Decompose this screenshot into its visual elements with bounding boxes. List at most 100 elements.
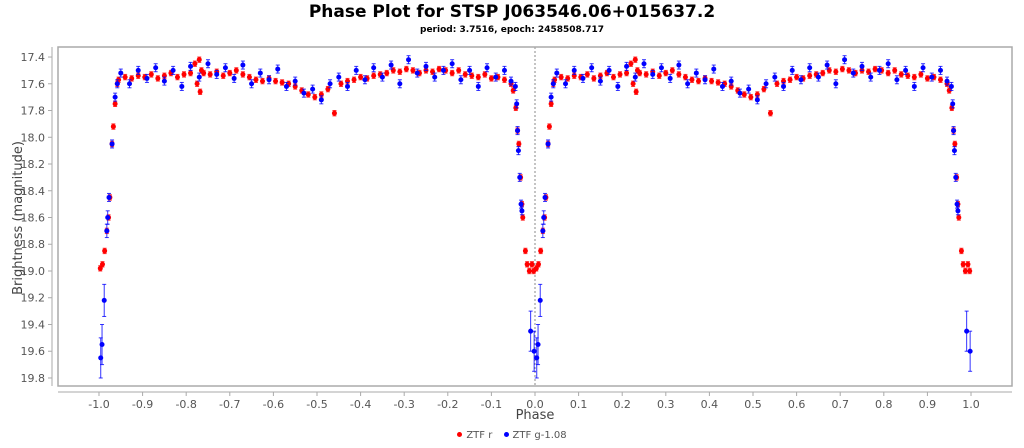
data-point-ztf-g <box>542 194 548 200</box>
data-point-ztf-r <box>960 261 966 267</box>
x-tick-label: 0.7 <box>831 398 849 411</box>
data-point-ztf-g <box>514 101 520 107</box>
data-point-ztf-r <box>965 261 971 267</box>
data-point-ztf-g <box>301 90 307 96</box>
data-point-ztf-r <box>584 71 590 77</box>
data-point-ztf-r <box>410 67 416 73</box>
data-point-ztf-r <box>546 124 552 130</box>
data-point-ztf-g <box>127 81 133 87</box>
data-point-ztf-r <box>558 74 564 80</box>
data-point-ztf-g <box>266 77 272 83</box>
data-point-ztf-g <box>789 67 795 73</box>
data-point-ztf-r <box>102 248 108 254</box>
data-point-ztf-g <box>911 83 917 89</box>
legend-label: ZTF g-1.08 <box>512 430 567 441</box>
data-point-ztf-g <box>719 83 725 89</box>
data-point-ztf-g <box>508 78 514 84</box>
data-point-ztf-r <box>456 67 462 73</box>
data-point-ztf-r <box>194 81 200 87</box>
data-point-ztf-g <box>964 328 970 334</box>
data-point-ztf-g <box>951 148 957 154</box>
y-tick-label: 18.0 <box>21 131 46 144</box>
data-point-ztf-r <box>188 70 194 76</box>
data-point-ztf-g <box>667 75 673 81</box>
data-point-ztf-r <box>846 67 852 73</box>
data-point-ztf-r <box>937 77 943 83</box>
data-point-ztf-g <box>798 77 804 83</box>
data-point-ztf-g <box>240 62 246 68</box>
data-point-ztf-g <box>563 81 569 87</box>
data-point-ztf-g <box>423 63 429 69</box>
data-point-ztf-r <box>110 124 116 130</box>
data-point-ztf-g <box>205 61 211 67</box>
data-point-ztf-g <box>105 215 111 221</box>
data-point-ztf-r <box>273 78 279 84</box>
data-point-ztf-g <box>929 74 935 80</box>
x-tick-label: 1.0 <box>962 398 980 411</box>
data-point-ztf-g <box>711 66 717 72</box>
data-point-ztf-r <box>669 67 675 73</box>
data-point-ztf-g <box>920 65 926 71</box>
data-point-ztf-r <box>207 71 213 77</box>
data-point-ztf-g <box>440 67 446 73</box>
data-point-ztf-g <box>951 128 957 134</box>
data-point-ztf-g <box>676 62 682 68</box>
data-point-ztf-g <box>327 81 333 87</box>
data-point-ztf-r <box>682 74 688 80</box>
data-point-ztf-g <box>702 77 708 83</box>
data-point-ztf-g <box>515 128 521 134</box>
data-point-ztf-r <box>526 268 532 274</box>
data-point-ztf-r <box>197 89 203 95</box>
data-point-ztf-r <box>656 73 662 79</box>
data-point-ztf-r <box>952 141 958 147</box>
data-point-ztf-g <box>728 78 734 84</box>
data-point-ztf-r <box>305 91 311 97</box>
data-point-ztf-g <box>954 201 960 207</box>
data-point-ztf-g <box>632 74 638 80</box>
y-tick-label: 19.6 <box>21 345 46 358</box>
x-tick-label: -0.3 <box>393 398 414 411</box>
x-tick-label: 0.9 <box>919 398 937 411</box>
data-point-ztf-g <box>292 78 298 84</box>
x-tick-label: 0.4 <box>701 398 719 411</box>
data-point-ztf-r <box>331 110 337 116</box>
data-point-ztf-r <box>956 215 962 221</box>
data-point-ztf-g <box>106 194 112 200</box>
data-point-ztf-g <box>537 297 543 303</box>
data-point-ztf-g <box>550 81 556 87</box>
data-point-ztf-g <box>685 81 691 87</box>
data-point-ztf-g <box>658 65 664 71</box>
data-point-ztf-r <box>524 261 530 267</box>
data-point-ztf-g <box>153 65 159 71</box>
data-point-ztf-r <box>122 74 128 80</box>
data-point-ztf-g <box>772 74 778 80</box>
data-point-ztf-r <box>174 74 180 80</box>
data-point-ztf-r <box>482 71 488 77</box>
data-point-ztf-g <box>937 67 943 73</box>
x-tick-label: -1.0 <box>88 398 109 411</box>
data-point-ztf-g <box>824 62 830 68</box>
chart-subtitle: period: 3.7516, epoch: 2458508.717 <box>420 25 604 35</box>
data-point-ztf-g <box>781 83 787 89</box>
data-point-ztf-r <box>633 89 639 95</box>
data-point-ztf-r <box>338 81 344 87</box>
data-point-ztf-g <box>894 77 900 83</box>
data-point-ztf-g <box>541 215 547 221</box>
x-tick-label: -0.1 <box>481 398 502 411</box>
y-tick-label: 17.6 <box>21 78 46 91</box>
data-point-ztf-g <box>950 101 956 107</box>
data-point-ztf-g <box>371 65 377 71</box>
data-point-ztf-r <box>371 73 377 79</box>
data-point-ztf-r <box>397 69 403 75</box>
data-point-ztf-g <box>188 63 194 69</box>
data-point-ztf-g <box>850 70 856 76</box>
data-point-ztf-g <box>589 65 595 71</box>
data-point-ztf-g <box>379 74 385 80</box>
data-point-ztf-g <box>104 228 110 234</box>
data-point-ztf-r <box>676 71 682 77</box>
data-point-ztf-g <box>763 81 769 87</box>
data-point-ztf-g <box>345 83 351 89</box>
data-point-ztf-r <box>516 141 522 147</box>
data-point-ztf-g <box>99 342 105 348</box>
